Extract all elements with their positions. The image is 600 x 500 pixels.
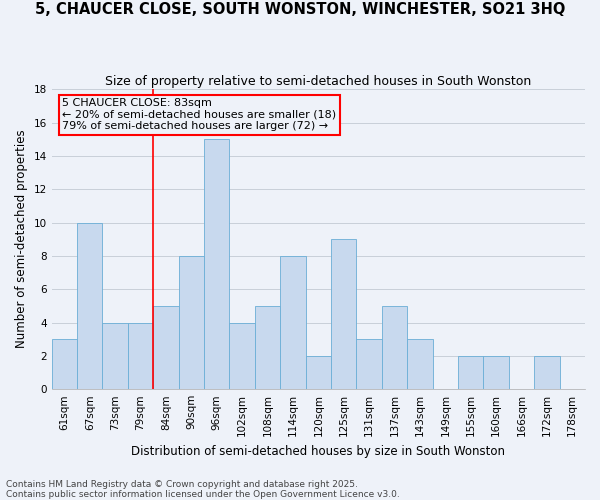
Bar xyxy=(128,322,153,389)
Title: Size of property relative to semi-detached houses in South Wonston: Size of property relative to semi-detach… xyxy=(105,75,532,88)
Bar xyxy=(305,356,331,389)
Bar xyxy=(255,306,280,389)
Bar xyxy=(382,306,407,389)
Bar xyxy=(204,139,229,389)
Bar xyxy=(103,322,128,389)
X-axis label: Distribution of semi-detached houses by size in South Wonston: Distribution of semi-detached houses by … xyxy=(131,444,505,458)
Bar xyxy=(77,222,103,389)
Text: 5 CHAUCER CLOSE: 83sqm
← 20% of semi-detached houses are smaller (18)
79% of sem: 5 CHAUCER CLOSE: 83sqm ← 20% of semi-det… xyxy=(62,98,337,132)
Bar xyxy=(407,339,433,389)
Text: 5, CHAUCER CLOSE, SOUTH WONSTON, WINCHESTER, SO21 3HQ: 5, CHAUCER CLOSE, SOUTH WONSTON, WINCHES… xyxy=(35,2,565,18)
Bar xyxy=(280,256,305,389)
Bar xyxy=(153,306,179,389)
Bar xyxy=(458,356,484,389)
Bar xyxy=(179,256,204,389)
Bar xyxy=(484,356,509,389)
Text: Contains HM Land Registry data © Crown copyright and database right 2025.
Contai: Contains HM Land Registry data © Crown c… xyxy=(6,480,400,499)
Bar xyxy=(229,322,255,389)
Bar xyxy=(52,339,77,389)
Bar xyxy=(331,239,356,389)
Bar xyxy=(534,356,560,389)
Bar xyxy=(356,339,382,389)
Y-axis label: Number of semi-detached properties: Number of semi-detached properties xyxy=(15,130,28,348)
